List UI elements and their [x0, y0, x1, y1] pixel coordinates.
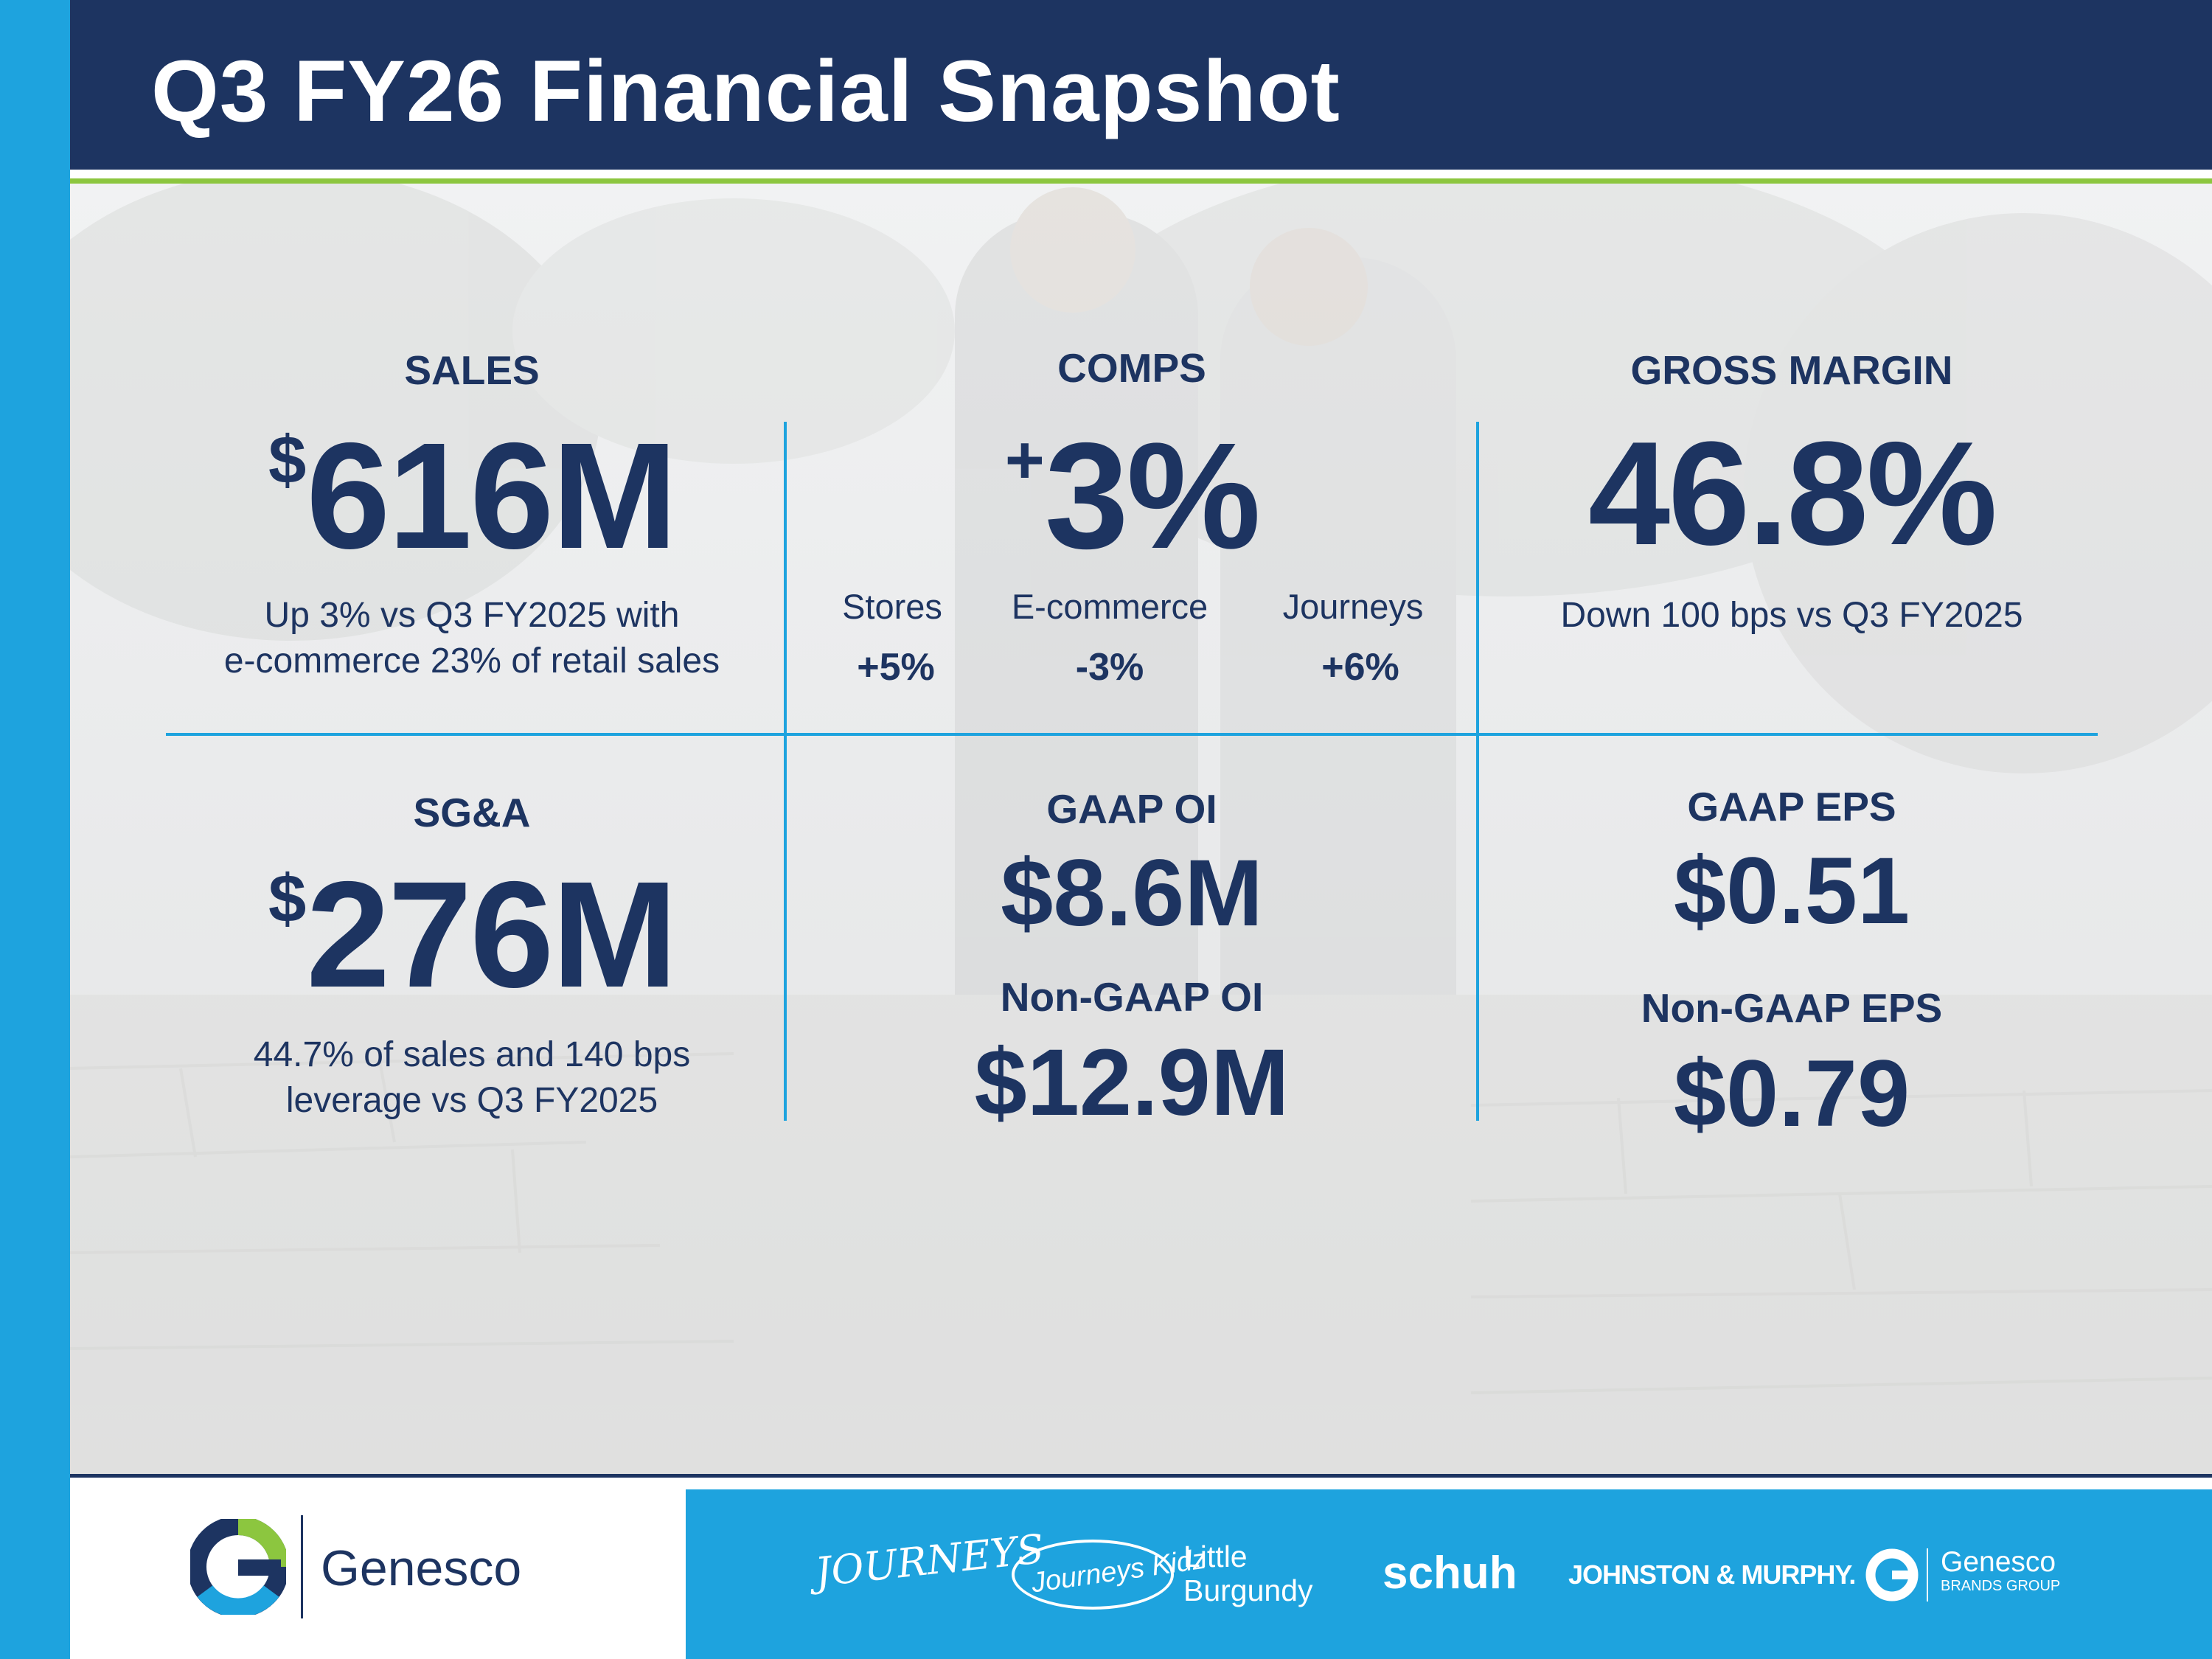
- comps-journeys-value: +6%: [1321, 646, 1399, 689]
- gaap-eps-value: $0.51: [1673, 838, 1910, 944]
- gaap-oi-label: GAAP OI: [1046, 786, 1217, 832]
- non-gaap-eps-label: Non-GAAP EPS: [1641, 985, 1943, 1031]
- comps-journeys-label: Journeys: [1282, 587, 1424, 626]
- sga-prefix: $: [268, 860, 307, 937]
- sales-value: $616M: [140, 420, 804, 571]
- johnston-murphy-logo: JOHNSTON & MURPHY.: [1568, 1559, 1856, 1590]
- non-gaap-eps-value: $0.79: [1673, 1041, 1910, 1147]
- sales-desc-line-2: e-commerce 23% of retail sales: [223, 641, 720, 681]
- grid-divider-horizontal: [166, 733, 2098, 736]
- sales-description: Up 3% vs Q3 FY2025 with e-commerce 23% o…: [140, 593, 804, 684]
- comps-stores-value: +5%: [857, 646, 935, 689]
- grid-divider-vertical-1: [784, 422, 787, 1121]
- page-title: Q3 FY26 Financial Snapshot: [151, 43, 1340, 140]
- background-photo: [70, 184, 2212, 1474]
- little-burgundy-logo: Little Burgundy: [1183, 1540, 1313, 1607]
- sga-desc-line-2: leverage vs Q3 FY2025: [285, 1081, 658, 1120]
- background-photo-art: [70, 184, 2212, 1474]
- comps-amount: 3%: [1044, 411, 1261, 580]
- genesco-brands-line-1: Genesco: [1941, 1546, 2056, 1578]
- gaap-eps-label: GAAP EPS: [1687, 784, 1896, 830]
- genesco-brands-group-logo: Genesco BRANDS GROUP: [1941, 1546, 2061, 1595]
- left-accent-bar: [0, 0, 70, 1659]
- little-burgundy-line-2: Burgundy: [1183, 1573, 1313, 1607]
- sales-amount: 616M: [306, 411, 678, 580]
- sales-label: SALES: [404, 347, 540, 393]
- comps-stores-label: Stores: [842, 587, 942, 626]
- footer-divider: [70, 1474, 2212, 1478]
- genesco-brands-group-divider: [1927, 1548, 1928, 1601]
- genesco-logo-divider: [301, 1515, 303, 1618]
- sga-description: 44.7% of sales and 140 bps leverage vs Q…: [140, 1032, 804, 1124]
- sga-value: $276M: [140, 859, 804, 1010]
- genesco-logo-text: Genesco: [321, 1540, 522, 1596]
- gross-margin-description: Down 100 bps vs Q3 FY2025: [1560, 596, 2023, 635]
- gaap-oi-value: $8.6M: [1001, 841, 1263, 946]
- footer-company-panel: [70, 1478, 686, 1659]
- non-gaap-oi-label: Non-GAAP OI: [1000, 974, 1264, 1020]
- gross-margin-value: 46.8%: [1587, 411, 1997, 576]
- grid-divider-vertical-2: [1476, 422, 1479, 1121]
- gross-margin-label: GROSS MARGIN: [1630, 347, 1953, 393]
- journeys-kidz-logo-ring: [1012, 1540, 1174, 1610]
- comps-prefix: +: [1004, 421, 1045, 498]
- little-burgundy-line-1: Little: [1183, 1540, 1248, 1573]
- schuh-logo: schuh: [1382, 1548, 1517, 1599]
- genesco-logo-icon: [187, 1516, 289, 1618]
- sga-desc-line-1: 44.7% of sales and 140 bps: [253, 1035, 691, 1074]
- footer-brands-panel: [686, 1489, 2212, 1659]
- comps-value: +3%: [800, 420, 1464, 571]
- sga-label: SG&A: [413, 790, 531, 835]
- sales-desc-line-1: Up 3% vs Q3 FY2025 with: [264, 596, 680, 635]
- comps-ecommerce-label: E-commerce: [1011, 587, 1208, 626]
- sales-prefix: $: [268, 421, 307, 498]
- header-accent-line: [70, 178, 2212, 184]
- comps-label: COMPS: [1057, 345, 1206, 391]
- sga-amount: 276M: [306, 850, 678, 1019]
- comps-ecommerce-value: -3%: [1075, 646, 1144, 689]
- header-bar: [70, 0, 2212, 170]
- genesco-brands-line-2: BRANDS GROUP: [1941, 1578, 2061, 1594]
- non-gaap-oi-value: $12.9M: [974, 1030, 1290, 1135]
- genesco-brands-group-icon: [1865, 1548, 1919, 1601]
